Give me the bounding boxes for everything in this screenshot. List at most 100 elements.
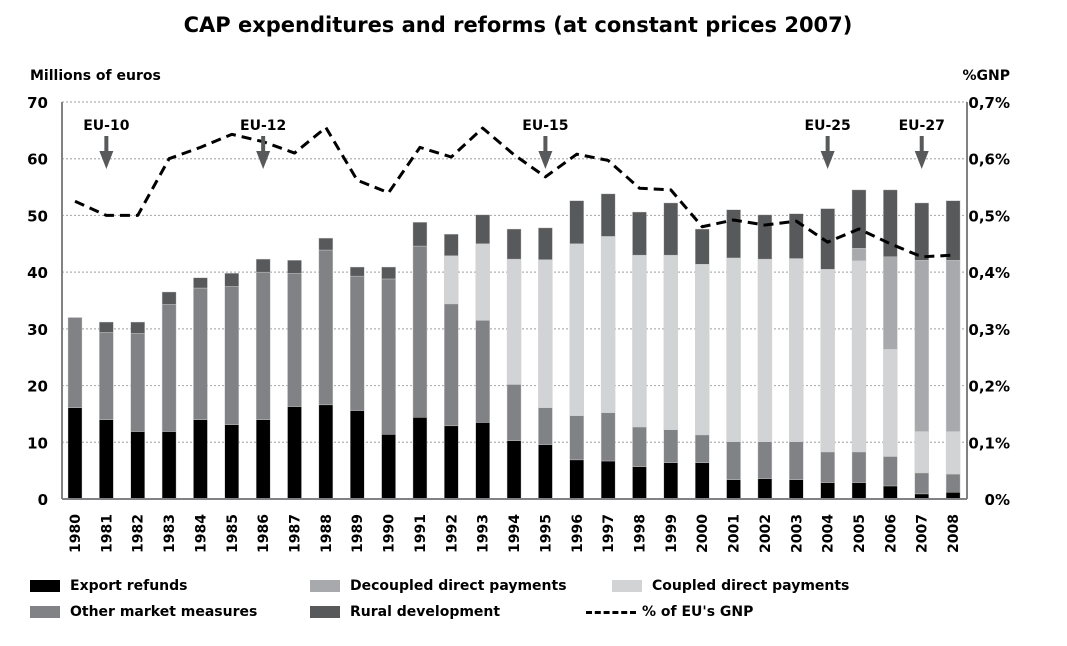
bar-stack (695, 228, 710, 500)
bar-export-refunds (883, 485, 898, 500)
y-tick-label-right: 0,5% (968, 207, 1010, 225)
y-tick-label-right: 0,3% (968, 321, 1010, 339)
legend-item-other-market-measures: Other market measures (30, 604, 257, 620)
legend-swatch (30, 606, 60, 618)
arrow-down-icon (538, 151, 553, 169)
arrow-down-icon (99, 151, 114, 169)
legend-label: Decoupled direct payments (350, 578, 567, 594)
bar-rural-development (318, 237, 334, 251)
bar-other-market-measures (318, 249, 334, 406)
bar-other-market-measures (820, 451, 835, 483)
bar-other-market-measures (255, 271, 271, 420)
bar-rural-development (914, 202, 929, 261)
enlargement-annotation: EU-12 (240, 118, 286, 169)
bar-rural-development (193, 277, 208, 289)
bar-other-market-measures (224, 286, 240, 425)
bar-coupled-direct-payments (538, 259, 553, 408)
legend-swatch (310, 606, 340, 618)
x-tick-label: 1993 (476, 514, 492, 553)
bars (67, 189, 961, 500)
bar-stack (569, 200, 584, 500)
x-tick-label: 2005 (852, 514, 868, 553)
bar-other-market-measures (444, 303, 459, 427)
x-tick-label: 1984 (193, 514, 209, 553)
bar-stack (350, 266, 365, 500)
annotations: EU-10 EU-12 EU-15 EU-25 EU-27 (83, 118, 945, 169)
legend-dashed-line-icon (586, 610, 636, 614)
bar-coupled-direct-payments (789, 258, 804, 442)
enlargement-annotation: EU-15 (522, 118, 569, 169)
legend-label: Rural development (350, 604, 501, 620)
x-tick-label: 2003 (789, 514, 805, 553)
arrow-shaft (919, 136, 924, 154)
bar-coupled-direct-payments (444, 255, 459, 305)
x-tick-label: 1994 (507, 514, 523, 553)
bar-coupled-direct-payments (945, 431, 961, 475)
bar-stack (475, 214, 490, 500)
y-tick-label-right: 0% (985, 491, 1010, 509)
bar-stack (506, 228, 522, 500)
bar-other-market-measures (99, 332, 114, 420)
bar-export-refunds (757, 478, 773, 500)
arrow-down-icon (820, 151, 835, 169)
bar-stack (287, 260, 302, 500)
legend-item-coupled-direct-payments: Coupled direct payments (612, 578, 849, 594)
bar-coupled-direct-payments (851, 260, 867, 453)
legend-item-gnp-percent: % of EU's GNP (586, 604, 753, 620)
bar-rural-development (883, 189, 898, 258)
x-tick-label: 1998 (632, 514, 648, 553)
bar-other-market-measures (67, 317, 83, 408)
bar-rural-development (444, 233, 459, 256)
legend-label: Coupled direct payments (652, 578, 850, 594)
bar-rural-development (506, 228, 522, 260)
bar-rural-development (600, 193, 616, 237)
bar-other-market-measures (632, 426, 647, 467)
bar-coupled-direct-payments (600, 236, 616, 413)
x-tick-label: 1981 (99, 514, 115, 553)
bar-stack (851, 189, 867, 500)
y-tick-label-left: 60 (27, 151, 48, 169)
bar-other-market-measures (851, 451, 867, 483)
bar-rural-development (632, 211, 647, 256)
x-tick-label: 2006 (883, 514, 899, 553)
bar-other-market-measures (695, 434, 710, 463)
bar-other-market-measures (945, 473, 961, 493)
x-tick-label: 1995 (538, 514, 554, 553)
annotation-label: EU-27 (899, 118, 945, 134)
bar-coupled-direct-payments (695, 264, 710, 436)
bar-rural-development (820, 208, 835, 270)
arrow-shaft (543, 136, 548, 154)
bar-decoupled-direct-payments (851, 248, 867, 262)
enlargement-annotation: EU-27 (899, 118, 945, 169)
bar-stack (318, 237, 334, 500)
x-tick-label: 1990 (382, 514, 398, 553)
bar-other-market-measures (506, 384, 522, 441)
y-tick-label-right: 0,1% (968, 434, 1010, 452)
legend-label: Other market measures (70, 604, 258, 620)
bar-other-market-measures (914, 472, 929, 495)
bar-rural-development (757, 214, 773, 260)
bar-export-refunds (945, 491, 961, 500)
bar-export-refunds (193, 419, 208, 500)
bar-stack (161, 291, 177, 500)
bar-other-market-measures (757, 441, 773, 479)
x-tick-label: 1987 (288, 514, 304, 553)
x-tick-label: 2002 (758, 514, 774, 553)
arrow-down-icon (256, 151, 271, 169)
bar-stack (224, 273, 240, 500)
legend-label: Export refunds (70, 578, 188, 594)
bar-export-refunds (538, 444, 553, 500)
bar-other-market-measures (161, 304, 177, 432)
bar-rural-development (475, 214, 490, 244)
annotation-label: EU-25 (805, 118, 851, 134)
bar-coupled-direct-payments (475, 243, 490, 321)
legend-item-export-refunds: Export refunds (30, 578, 187, 594)
bar-export-refunds (444, 425, 459, 500)
enlargement-annotation: EU-25 (805, 118, 851, 169)
bar-other-market-measures (475, 320, 490, 423)
bar-export-refunds (412, 417, 428, 500)
y-ticks-left: 0 10 20 30 40 50 60 70 (27, 94, 48, 509)
bar-export-refunds (161, 431, 177, 500)
bar-decoupled-direct-payments (914, 260, 929, 432)
legend-swatch (30, 580, 60, 592)
